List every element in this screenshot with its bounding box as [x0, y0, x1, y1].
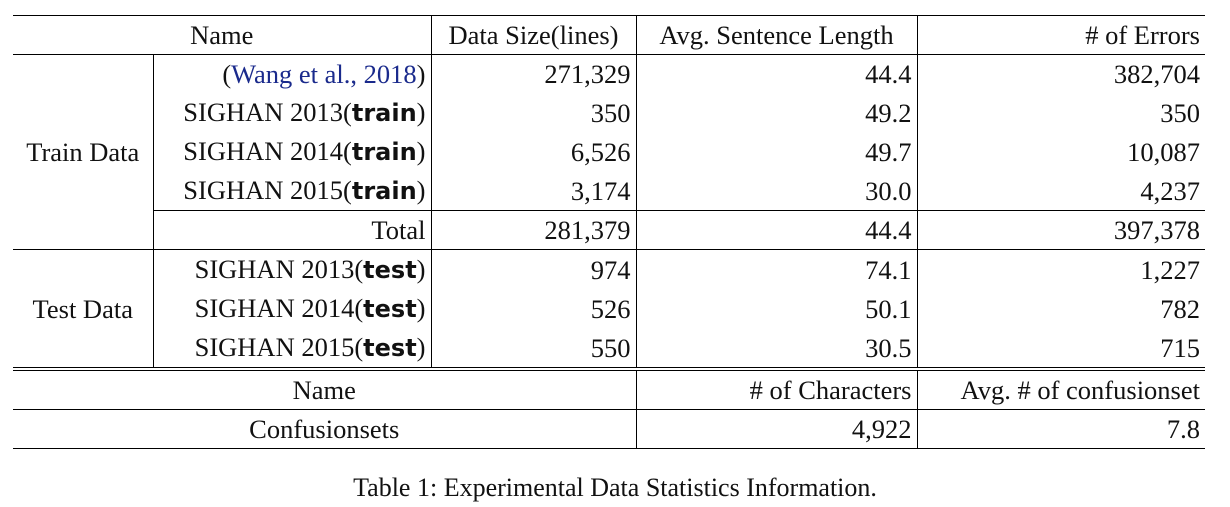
table-row: SIGHAN 2015(train) 3,174 30.0 4,237 [13, 171, 1205, 211]
table-row: SIGHAN 2013(train) 350 49.2 350 [13, 93, 1205, 132]
confusionset-characters: 4,922 [636, 409, 918, 449]
table-row: SIGHAN 2014(test) 526 50.1 782 [13, 289, 1205, 328]
table-row: SIGHAN 2014(train) 6,526 49.7 10,087 [13, 132, 1205, 171]
table-header-row: Name Data Size(lines) Avg. Sentence Leng… [13, 15, 1205, 55]
avg-length-cell: 49.7 [636, 132, 918, 171]
errors-cell: 10,087 [1127, 136, 1200, 167]
data-size-cell: 550 [431, 328, 637, 369]
avg-length-cell: 30.0 [636, 171, 918, 211]
avg-length-cell: 30.5 [636, 328, 918, 369]
errors-cell: 4,237 [1140, 175, 1200, 206]
total-row: Total 281,379 44.4 397,378 [13, 210, 1205, 250]
errors-cell: 782 [1160, 293, 1200, 324]
citation-link[interactable]: Wang et al., 2018 [231, 59, 417, 89]
table-caption: Table 1: Experimental Data Statistics In… [353, 473, 877, 502]
errors-cell: 715 [1160, 332, 1200, 363]
confusionset-header-row: Name # of Characters Avg. # of confusion… [13, 367, 1205, 410]
avg-length-cell: 50.1 [636, 289, 918, 328]
errors-cell: 397,378 [917, 210, 1205, 250]
table-row: Train Data (Wang et al., 2018) 271,329 4… [13, 54, 1205, 250]
dataset-name-cell: SIGHAN 2013(test) [153, 249, 432, 289]
header-errors: # of Errors [917, 15, 1205, 55]
data-size-cell: 526 [431, 289, 637, 328]
dataset-name-cell: SIGHAN 2014(test) [153, 289, 432, 328]
confusionset-name: Confusionsets [13, 409, 637, 449]
total-label: Total [153, 210, 432, 250]
avg-length-cell: 49.2 [636, 93, 918, 132]
data-size-cell: 281,379 [431, 210, 637, 250]
header-data-size: Data Size(lines) [431, 15, 637, 55]
test-data-group-label: Test Data [13, 249, 154, 369]
header-name: Name [13, 15, 432, 55]
conf-header-characters: # of Characters [636, 367, 918, 410]
conf-header-name: Name [13, 367, 637, 410]
dataset-name-cell: (Wang et al., 2018) [153, 54, 432, 93]
table-row: Test Data SIGHAN 2013(test) 974 74.1 1,2… [13, 249, 1205, 369]
confusionset-avg: 7.8 [917, 409, 1205, 449]
data-size-cell: 271,329 [431, 54, 637, 93]
dataset-name-cell: SIGHAN 2014(train) [153, 132, 432, 171]
errors-cell: 382,704 [1113, 59, 1200, 89]
avg-length-cell: 74.1 [636, 249, 918, 289]
data-size-cell: 3,174 [431, 171, 637, 211]
dataset-name-cell: SIGHAN 2015(train) [153, 171, 432, 211]
errors-cell: 350 [1160, 97, 1200, 128]
confusionset-row: Confusionsets 4,922 7.8 [13, 409, 1205, 449]
data-size-cell: 350 [431, 93, 637, 132]
data-statistics-table: Name Data Size(lines) Avg. Sentence Leng… [13, 15, 1205, 449]
table-row: SIGHAN 2015(test) 550 30.5 715 [13, 328, 1205, 369]
avg-length-cell: 44.4 [636, 210, 918, 250]
header-avg-sentence-length: Avg. Sentence Length [636, 15, 918, 55]
data-size-cell: 6,526 [431, 132, 637, 171]
data-size-cell: 974 [431, 249, 637, 289]
conf-header-avg-confusionset: Avg. # of confusionset [917, 367, 1205, 410]
errors-cell: 1,227 [1140, 254, 1200, 285]
dataset-name-cell: SIGHAN 2013(train) [153, 93, 432, 132]
dataset-name-cell: SIGHAN 2015(test) [153, 328, 432, 369]
avg-length-cell: 44.4 [636, 54, 918, 93]
train-data-group-label: Train Data [13, 54, 154, 250]
